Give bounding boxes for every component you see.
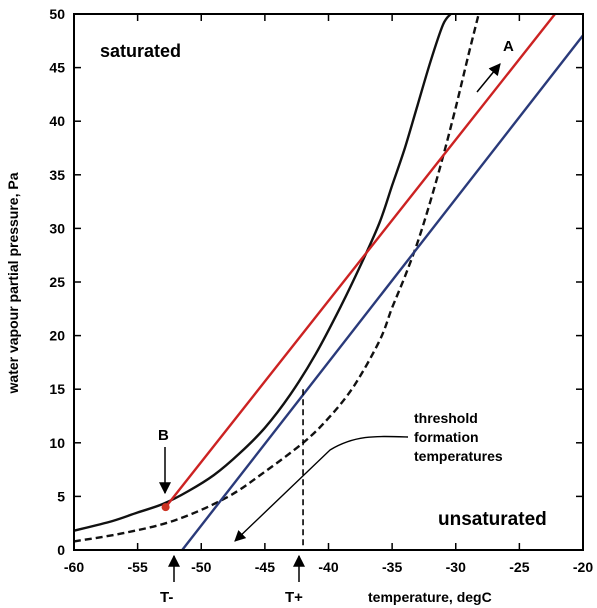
threshold-line2: formation — [414, 429, 479, 445]
y-tick-label: 30 — [49, 220, 65, 236]
x-tick-label: -50 — [191, 559, 211, 575]
x-tick-label: -20 — [573, 559, 593, 575]
y-tick-label: 5 — [57, 488, 65, 504]
series-line-3 — [164, 13, 556, 508]
series-line-1 — [73, 13, 452, 532]
t-minus-label: T- — [160, 589, 173, 606]
y-tick-label: 10 — [49, 435, 65, 451]
arrow-a — [476, 63, 501, 93]
x-tick-label: -45 — [255, 559, 275, 575]
x-axis-title: temperature, degC — [368, 589, 492, 605]
y-tick-label: 35 — [49, 167, 65, 183]
unsaturated-label: unsaturated — [438, 509, 547, 530]
x-tick-label: -35 — [382, 559, 402, 575]
y-tick-label: 50 — [49, 6, 65, 22]
x-tick-label: -25 — [509, 559, 529, 575]
series-line-4 — [181, 34, 584, 551]
y-tick-label: 45 — [49, 60, 65, 76]
threshold-line3: temperatures — [414, 448, 503, 464]
y-axis-title: water vapour partial pressure, Pa — [5, 172, 21, 394]
x-tick-label: -55 — [128, 559, 148, 575]
y-tick-label: 0 — [57, 542, 65, 558]
series-line-2 — [73, 13, 480, 543]
ticks-layer: -60 -55 -50 -45 -40 -35 -30 -25 -20 0 5 10 15 20 25 30 3… — [49, 6, 593, 575]
threshold-line1: threshold — [414, 410, 478, 426]
label-a: A — [503, 38, 514, 55]
y-tick-label: 20 — [49, 328, 65, 344]
point-b-marker — [161, 503, 170, 512]
y-tick-label: 15 — [49, 381, 65, 397]
y-tick-label: 25 — [49, 274, 65, 290]
x-tick-label: -40 — [318, 559, 338, 575]
series-layer — [73, 13, 584, 551]
threshold-arrow — [234, 435, 409, 542]
saturated-label: saturated — [100, 41, 181, 61]
label-b: B — [158, 427, 169, 444]
x-tick-label: -30 — [446, 559, 466, 575]
t-plus-label: T+ — [285, 589, 303, 606]
plot-frame — [73, 13, 584, 551]
y-tick-label: 40 — [49, 113, 65, 129]
x-tick-label: -60 — [64, 559, 84, 575]
